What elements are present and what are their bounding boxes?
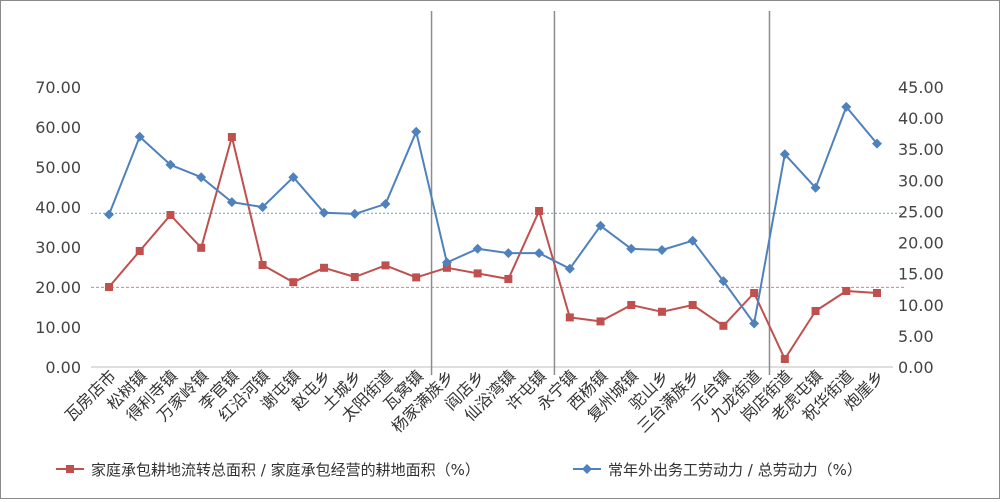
data-point-migrant-ratio <box>472 243 483 254</box>
data-point-migrant-ratio <box>411 126 422 137</box>
data-point-flow-ratio <box>258 261 267 269</box>
right-y-tick-label: 30.00 <box>898 171 944 190</box>
data-point-migrant-ratio <box>441 257 452 268</box>
legend-label-migrant-ratio: 常年外出务工劳动力 / 总劳动力（%） <box>608 461 862 479</box>
data-point-flow-ratio <box>197 243 206 252</box>
left-y-tick-label: 70.00 <box>35 78 81 97</box>
data-point-flow-ratio <box>105 283 113 291</box>
legend: 家庭承包耕地流转总面积 / 家庭承包经营的耕地面积（%） 常年外出务工劳动力 /… <box>56 461 862 479</box>
legend-marker-diamond <box>582 464 592 474</box>
right-y-tick-label: 25.00 <box>898 202 944 221</box>
legend-item-migrant-ratio: 常年外出务工劳动力 / 总劳动力（%） <box>573 461 862 479</box>
data-point-flow-ratio <box>688 301 697 309</box>
data-point-migrant-ratio <box>872 138 882 149</box>
series-line-migrant-ratio <box>108 105 878 325</box>
data-point-migrant-ratio <box>718 276 729 287</box>
left-y-tick-label: 10.00 <box>35 318 81 337</box>
data-point-flow-ratio <box>535 207 544 215</box>
left-y-axis: 0.00 10.00 20.00 30.00 40.00 50.00 60.00 70.00 <box>35 78 81 377</box>
left-y-tick-label: 0.00 <box>45 358 81 377</box>
data-point-migrant-ratio <box>319 207 330 218</box>
series-line-flow-ratio <box>108 136 878 360</box>
left-y-tick-label: 50.00 <box>35 158 81 177</box>
right-y-tick-label: 20.00 <box>898 234 944 253</box>
data-point-flow-ratio <box>381 261 390 270</box>
data-point-migrant-ratio <box>534 248 545 259</box>
left-y-tick-label: 20.00 <box>35 278 81 297</box>
data-point-flow-ratio <box>320 263 329 272</box>
right-y-tick-label: 45.00 <box>898 78 944 97</box>
right-y-tick-label: 0.00 <box>898 358 934 377</box>
data-point-migrant-ratio <box>749 318 760 329</box>
data-point-migrant-ratio <box>380 198 391 209</box>
data-point-flow-ratio <box>811 307 820 315</box>
legend-marker-square <box>66 465 74 473</box>
data-point-migrant-ratio <box>134 131 145 142</box>
data-point-flow-ratio <box>442 263 451 272</box>
data-point-flow-ratio <box>750 289 759 297</box>
data-point-flow-ratio <box>719 321 728 330</box>
x-axis: 瓦房店市松树镇得利寺镇万家岭镇李官镇红沿河镇谢屯镇赵屯乡土城乡太阳街道瓦窝镇杨家… <box>61 366 888 436</box>
left-y-tick-label: 60.00 <box>35 118 81 137</box>
data-point-flow-ratio <box>412 273 421 282</box>
data-point-migrant-ratio <box>349 208 360 219</box>
legend-item-flow-ratio: 家庭承包耕地流转总面积 / 家庭承包经营的耕地面积（%） <box>56 461 480 479</box>
data-point-flow-ratio <box>627 301 636 309</box>
legend-label-flow-ratio: 家庭承包耕地流转总面积 / 家庭承包经营的耕地面积（%） <box>91 461 480 479</box>
right-y-axis: 0.00 5.00 10.00 15.00 20.00 25.00 30.00 35.00 40… <box>898 78 944 377</box>
series-layer <box>104 101 882 363</box>
right-y-tick-label: 40.00 <box>898 109 944 128</box>
left-y-tick-label: 40.00 <box>35 198 81 217</box>
data-point-flow-ratio <box>780 355 789 363</box>
data-point-flow-ratio <box>350 273 359 281</box>
data-point-migrant-ratio <box>226 197 237 208</box>
data-point-migrant-ratio <box>626 243 637 254</box>
data-point-migrant-ratio <box>656 245 667 256</box>
data-point-migrant-ratio <box>288 172 299 183</box>
data-point-migrant-ratio <box>196 172 207 183</box>
data-point-flow-ratio <box>565 313 574 322</box>
data-point-flow-ratio <box>227 133 236 141</box>
data-point-flow-ratio <box>596 317 605 326</box>
data-point-migrant-ratio <box>841 101 852 112</box>
data-point-flow-ratio <box>504 275 513 283</box>
right-y-tick-label: 35.00 <box>898 140 944 159</box>
right-y-tick-label: 5.00 <box>898 327 934 346</box>
data-point-migrant-ratio <box>564 263 575 274</box>
right-y-tick-label: 15.00 <box>898 265 944 284</box>
data-point-flow-ratio <box>657 307 666 316</box>
data-point-flow-ratio <box>289 278 298 287</box>
data-point-migrant-ratio <box>779 149 790 160</box>
right-y-tick-label: 10.00 <box>898 296 944 315</box>
data-point-migrant-ratio <box>810 182 821 193</box>
data-point-migrant-ratio <box>257 202 268 213</box>
data-point-migrant-ratio <box>503 248 514 259</box>
data-point-migrant-ratio <box>104 209 114 220</box>
data-point-migrant-ratio <box>165 159 176 170</box>
data-point-flow-ratio <box>842 287 851 295</box>
data-point-migrant-ratio <box>687 235 698 246</box>
data-point-flow-ratio <box>473 269 482 278</box>
data-point-flow-ratio <box>166 211 175 219</box>
reference-lines <box>91 212 905 288</box>
data-point-flow-ratio <box>873 289 881 297</box>
left-y-tick-label: 30.00 <box>35 238 81 257</box>
data-point-flow-ratio <box>135 247 144 255</box>
data-point-migrant-ratio <box>595 220 606 231</box>
